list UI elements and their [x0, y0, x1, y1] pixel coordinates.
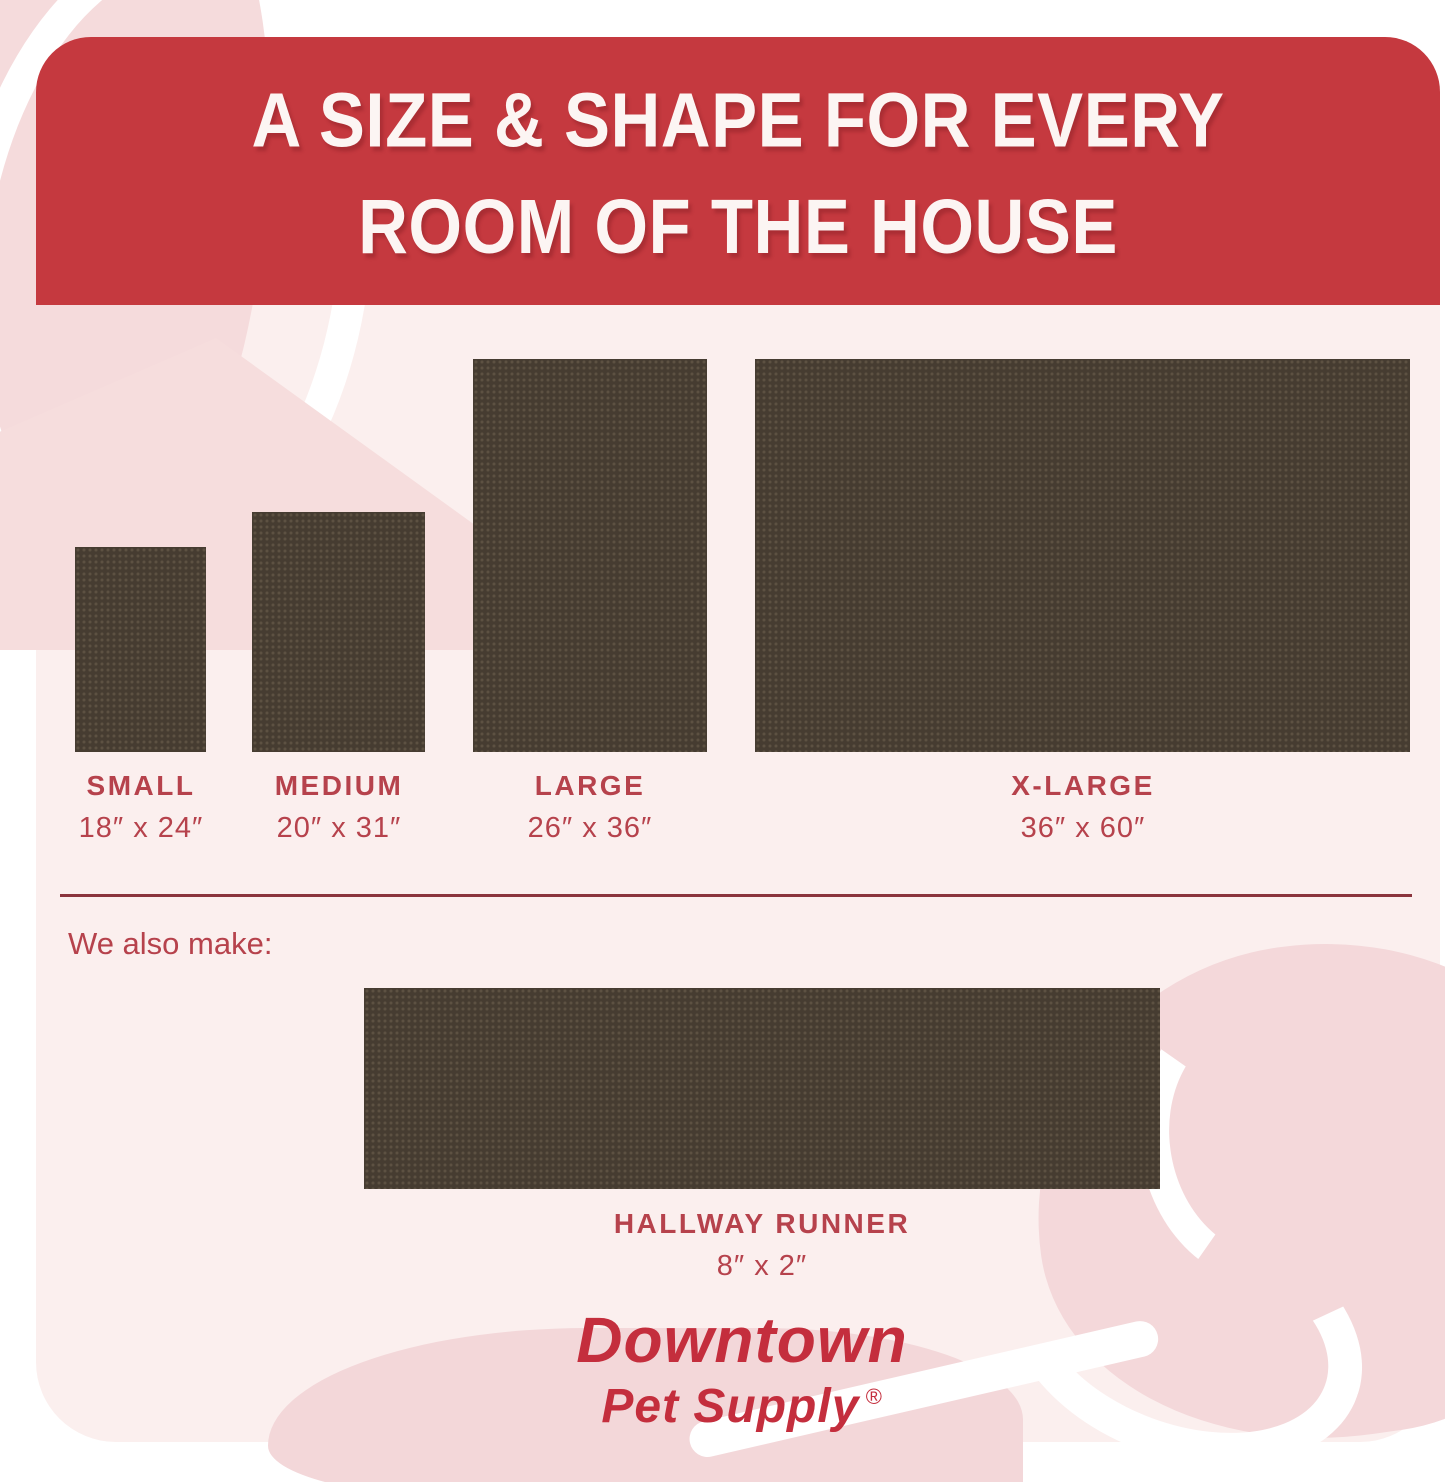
- brand-logo: Downtown Pet Supply ®: [576, 1303, 907, 1434]
- size-dimensions: 20″ x 31″: [276, 812, 402, 844]
- size-caption-large: LARGE 26″ x 36″: [528, 770, 653, 845]
- section-divider: [60, 894, 1412, 897]
- size-caption-medium: MEDIUM 20″ x 31″: [275, 770, 404, 845]
- size-caption-xlarge: X-LARGE 36″ x 60″: [1011, 770, 1155, 845]
- rug-swatch-hallway-runner: [364, 988, 1160, 1189]
- size-name: SMALL: [86, 770, 196, 801]
- runner-name: HALLWAY RUNNER: [613, 1208, 911, 1239]
- also-make-label: We also make:: [68, 926, 273, 961]
- rug-swatch-large: [473, 359, 707, 752]
- page-title: A SIZE & SHAPE FOR EVERY ROOM OF THE HOU…: [36, 67, 1440, 280]
- size-dimensions: 18″ x 24″: [78, 812, 204, 844]
- page-title-line2: ROOM OF THE HOUSE: [358, 183, 1118, 270]
- registered-trademark-mark: ®: [865, 1384, 883, 1409]
- page-title-line1: A SIZE & SHAPE FOR EVERY: [251, 77, 1225, 164]
- size-name: LARGE: [534, 770, 646, 801]
- brand-subtitle: Pet Supply ®: [576, 1379, 907, 1434]
- brand-subtitle-text: Pet Supply: [601, 1380, 860, 1433]
- runner-caption: HALLWAY RUNNER 8″ x 2″: [614, 1208, 910, 1283]
- rug-swatch-xlarge: [755, 359, 1410, 752]
- rug-swatch-small: [75, 547, 206, 752]
- size-caption-small: SMALL 18″ x 24″: [79, 770, 204, 845]
- runner-dimensions: 8″ x 2″: [716, 1250, 808, 1282]
- header-banner: A SIZE & SHAPE FOR EVERY ROOM OF THE HOU…: [36, 37, 1440, 305]
- size-name: X-LARGE: [1011, 770, 1155, 801]
- rug-swatch-medium: [252, 512, 425, 752]
- size-name: MEDIUM: [274, 770, 404, 801]
- size-dimensions: 36″ x 60″: [1020, 812, 1146, 844]
- brand-name: Downtown: [576, 1304, 908, 1376]
- size-dimensions: 26″ x 36″: [527, 812, 653, 844]
